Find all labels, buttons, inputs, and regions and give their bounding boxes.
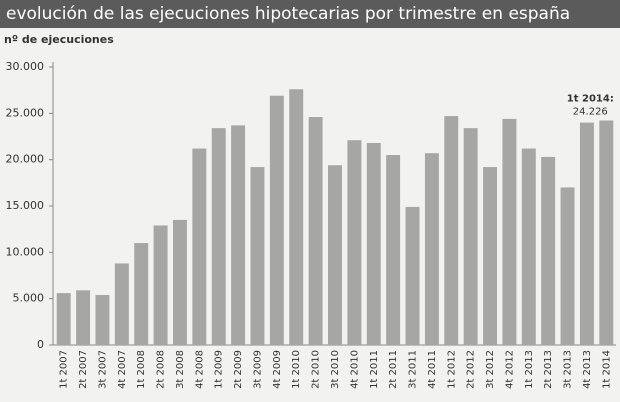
- bar: [269, 95, 284, 345]
- bar: [599, 120, 614, 345]
- x-tick-label: 4t 2010: [349, 350, 360, 389]
- x-tick-label: 2t 2011: [388, 350, 399, 389]
- x-tick-label: 4t 2008: [194, 350, 205, 389]
- bar: [347, 140, 362, 345]
- bar: [289, 89, 304, 346]
- bar: [211, 128, 226, 345]
- x-tick-label: 1t 2009: [214, 350, 225, 389]
- x-tick-label: 2t 2008: [156, 350, 167, 389]
- bar: [95, 294, 110, 345]
- bar: [172, 219, 187, 345]
- y-tick-label: 25.000: [6, 106, 45, 119]
- bar: [424, 153, 439, 345]
- bar: [405, 206, 420, 345]
- annotation: 1t 2014:: [567, 94, 614, 105]
- bar: [328, 165, 342, 345]
- y-tick-label: 10.000: [6, 245, 45, 258]
- x-tick-label: 1t 2012: [446, 350, 457, 389]
- x-tick-label: 4t 2009: [272, 350, 283, 389]
- bar: [153, 225, 168, 345]
- value-label: 24.226: [573, 107, 608, 118]
- x-tick-label: 4t 2013: [582, 350, 593, 389]
- x-tick-label: 3t 2008: [175, 350, 186, 389]
- bar: [560, 187, 575, 345]
- x-tick-label: 3t 2009: [252, 350, 263, 389]
- x-tick-label: 3t 2007: [97, 350, 108, 389]
- bar: [444, 116, 459, 345]
- x-tick-label: 2t 2009: [233, 350, 244, 389]
- y-tick-label: 0: [37, 338, 44, 351]
- x-tick-label: 3t 2013: [563, 350, 574, 389]
- bar: [231, 125, 246, 345]
- bar: [114, 263, 129, 345]
- bar: [579, 122, 594, 345]
- x-tick-label: 3t 2012: [485, 350, 496, 389]
- bar: [76, 290, 91, 345]
- bar: [308, 117, 323, 345]
- bar: [386, 155, 401, 345]
- x-tick-label: 3t 2011: [408, 350, 419, 389]
- x-tick-label: 1t 2007: [59, 350, 70, 389]
- x-tick-label: 1t 2008: [136, 350, 147, 389]
- x-tick-label: 1t 2011: [369, 350, 380, 389]
- x-tick-label: 1t 2014: [601, 350, 612, 389]
- bar: [541, 156, 556, 345]
- x-tick-label: 4t 2012: [504, 350, 515, 389]
- bar: [192, 148, 207, 345]
- x-tick-label: 2t 2012: [466, 350, 477, 389]
- bar: [502, 118, 517, 345]
- x-tick-label: 2t 2007: [78, 350, 89, 389]
- x-tick-label: 4t 2011: [427, 350, 438, 389]
- chart-title: evolución de las ejecuciones hipotecaria…: [6, 4, 570, 24]
- x-tick-label: 2t 2010: [311, 350, 322, 389]
- x-tick-label: 1t 2013: [524, 350, 535, 389]
- bar: [56, 293, 71, 345]
- x-tick-label: 3t 2010: [330, 350, 341, 389]
- bar: [366, 142, 381, 345]
- y-tick-label: 15.000: [6, 199, 45, 212]
- x-tick-label: 2t 2013: [543, 350, 554, 389]
- title-bar: [0, 0, 620, 28]
- subtitle: nº de ejecuciones: [4, 33, 114, 46]
- y-tick-label: 5.000: [13, 292, 45, 305]
- x-tick-label: 1t 2010: [291, 350, 302, 389]
- y-tick-label: 20.000: [6, 153, 45, 166]
- bar: [521, 148, 536, 345]
- bar: [134, 243, 149, 345]
- bar: [250, 167, 265, 345]
- bar: [463, 128, 478, 345]
- x-tick-label: 4t 2007: [117, 350, 128, 389]
- y-tick-label: 30.000: [6, 60, 45, 73]
- bar: [483, 167, 498, 345]
